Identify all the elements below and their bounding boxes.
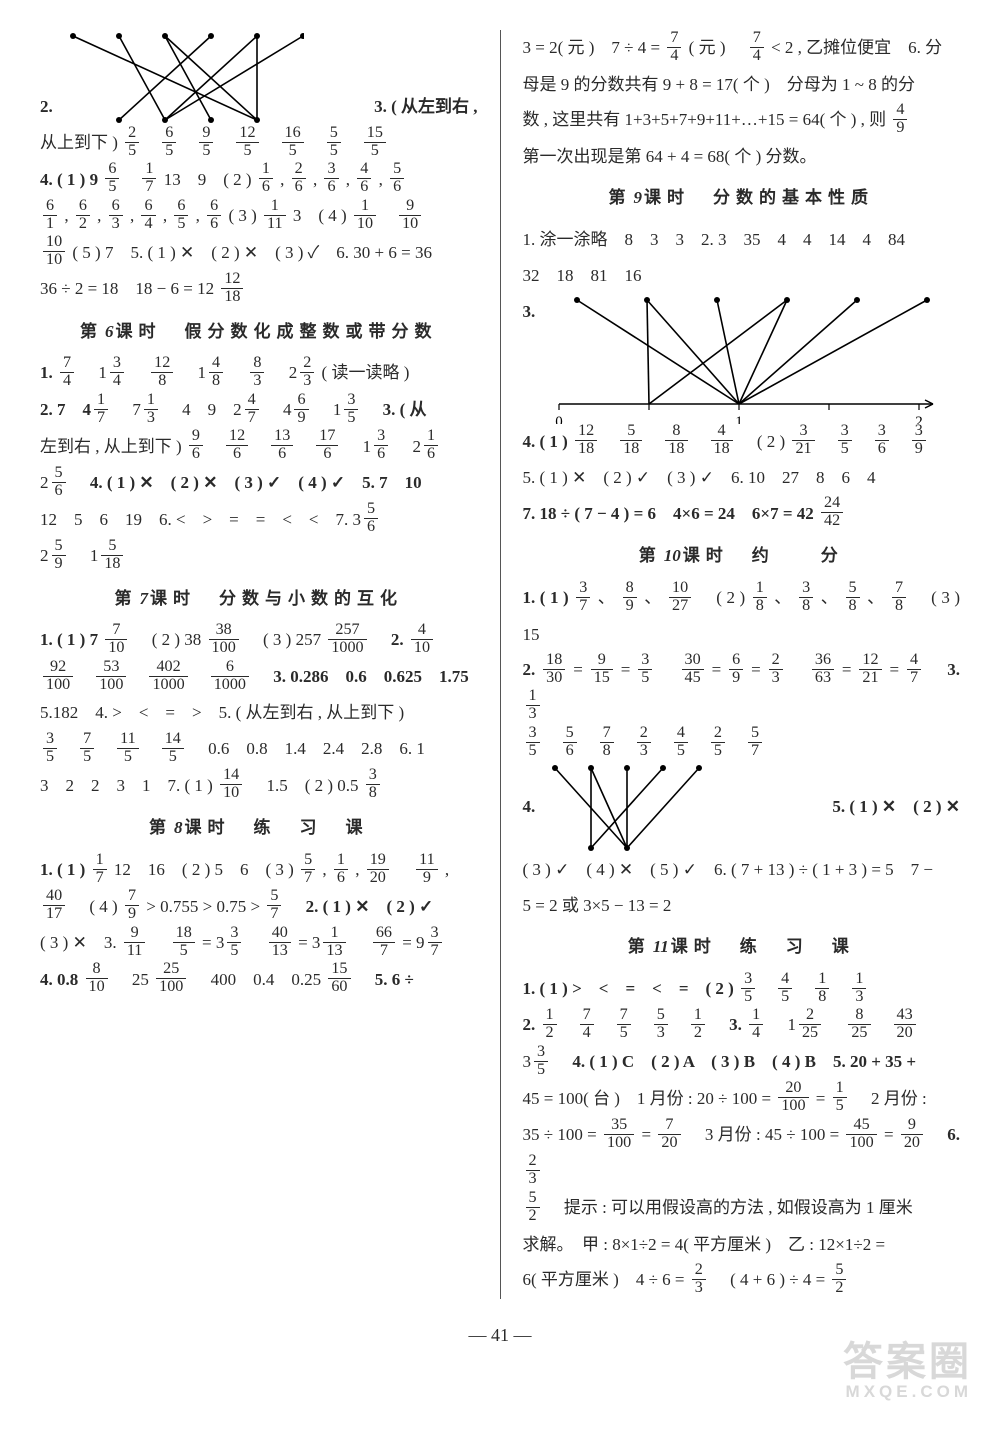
row: 3 2 2 3 1 7. ( 1 ) 1410 1.5 ( 2 ) 0.5 38 xyxy=(40,768,478,805)
row: 左到右 , 从上到下 ) 96 126 136 176 136 216 xyxy=(40,429,478,466)
right-column: 3 = 2( 元 ) 7 ÷ 4 = 74 ( 元 ) 74 < 2 , 乙摊位… xyxy=(523,30,961,1299)
row: 92100 53100 4021000 61000 3. 0.286 0.6 0… xyxy=(40,659,478,696)
section-heading-9: 第9课时 分数的基本性质 xyxy=(523,180,961,216)
page-number: — 41 — xyxy=(40,1317,960,1355)
matching-diagram-10 xyxy=(543,762,703,852)
section-heading-11: 第11课时 练 习 课 xyxy=(523,929,961,965)
answer-label: 2. xyxy=(40,89,53,125)
row: 4. 5. ( 1 ) ✕ ( 2 ) ✕ xyxy=(523,762,961,852)
row: 7. 18 ÷ ( 7 − 4 ) = 6 4×6 = 24 6×7 = 42 … xyxy=(523,496,961,533)
row: 4. 0.8 810 25 25100 400 0.4 0.25 1560 5.… xyxy=(40,962,478,999)
row: 5 = 2 或 3×5 − 13 = 2 xyxy=(523,888,961,924)
row: 1. ( 1 ) 7 710 ( 2 ) 38 38100 ( 3 ) 257 … xyxy=(40,622,478,659)
row: 45 = 100( 台 ) 1 月份 : 20 ÷ 100 = 20100 = … xyxy=(523,1081,961,1118)
row: 4. ( 1 ) 9 65 17 13 9 ( 2 ) 16 , 26 , 36… xyxy=(40,162,478,199)
row: 数 , 这里共有 1+3+5+7+9+11+…+15 = 64( 个 ) , 则… xyxy=(523,102,961,139)
row: 1. ( 1 ) 37 、 89 、 1027 ( 2 ) 18 、 38 、 … xyxy=(523,580,961,652)
row: 1. ( 1 ) > < = < = ( 2 ) 35 45 18 13 xyxy=(523,971,961,1008)
row: 2. 7 417 713 4 9 247 469 135 3. ( 从 xyxy=(40,392,478,429)
row: 35 56 78 23 45 25 57 xyxy=(523,725,961,762)
row: 35 ÷ 100 = 35100 = 720 3 月份 : 45 ÷ 100 =… xyxy=(523,1117,961,1190)
svg-text:1: 1 xyxy=(736,414,744,424)
row: 2. 1830 = 915 = 35 3045 = 69 = 23 3663 =… xyxy=(523,652,961,725)
row: 36 ÷ 2 = 18 18 − 6 = 12 1218 xyxy=(40,271,478,308)
answer-label: 3. ( 从左到右 , xyxy=(374,89,477,125)
row: 3 = 2( 元 ) 7 ÷ 4 = 74 ( 元 ) 74 < 2 , 乙摊位… xyxy=(523,30,961,67)
matching-diagram-9: 012 xyxy=(539,294,939,424)
row: 从上到下 ) 25 65 95 125 165 55 155 xyxy=(40,125,478,162)
section-heading-10: 第10课时 约 分 xyxy=(523,538,961,574)
row: 12 5 6 19 6. < > = = < < 7. 356 xyxy=(40,502,478,539)
row: 35 75 115 145 0.6 0.8 1.4 2.4 2.8 6. 1 xyxy=(40,731,478,768)
fraction-list: 25 65 95 125 165 55 155 xyxy=(122,133,389,152)
column-divider xyxy=(500,30,501,1299)
row: 5. ( 1 ) ✕ ( 2 ) ✓ ( 3 ) ✓ 6. 10 27 8 6 … xyxy=(523,460,961,496)
section-heading-6: 第6课时 假分数化成整数或带分数 xyxy=(40,314,478,350)
row: 259 1518 xyxy=(40,538,478,575)
row: 2. 12 74 75 53 12 3. 14 1225 825 4320 xyxy=(523,1007,961,1044)
row: 335 4. ( 1 ) C ( 2 ) A ( 3 ) B ( 4 ) B 5… xyxy=(523,1044,961,1081)
row: 1. ( 1 ) 17 12 16 ( 2 ) 5 6 ( 3 ) 57 , 1… xyxy=(40,852,478,889)
row: 第一次出现是第 64 + 4 = 68( 个 ) 分数。 xyxy=(523,139,961,175)
left-column: 2. 3. ( 从左到右 , 从上到下 ) 25 65 95 125 165 5… xyxy=(40,30,478,1299)
row: 求解。 甲 : 8×1÷2 = 4( 平方厘米 ) 乙 : 12×1÷2 = xyxy=(523,1227,961,1263)
row: 1. 涂一涂略 8 3 3 2. 3 35 4 4 14 4 84 xyxy=(523,222,961,258)
row: 32 18 81 16 xyxy=(523,258,961,294)
row: 4. ( 1 ) 1218 518 818 418 ( 2 ) 321 35 3… xyxy=(523,424,961,461)
row: 61 , 62 , 63 , 64 , 65 , 66 ( 3 ) 111 3 … xyxy=(40,198,478,235)
section-heading-8: 第8课时 练 习 课 xyxy=(40,810,478,846)
row: 1. 74 134 128 148 83 223 ( 读一读略 ) xyxy=(40,355,478,392)
svg-text:0: 0 xyxy=(556,414,564,424)
row: ( 3 ) ✕ 3. 911 185 = 335 4013 = 3113 667… xyxy=(40,925,478,962)
section-heading-7: 第7课时 分数与小数的互化 xyxy=(40,581,478,617)
row: 母是 9 的分数共有 9 + 8 = 17( 个 ) 分母为 1 ~ 8 的分 xyxy=(523,67,961,103)
row: 4017 ( 4 ) 79 > 0.755 > 0.75 > 57 2. ( 1… xyxy=(40,889,478,926)
row: 6( 平方厘米 ) 4 ÷ 6 = 23 ( 4 + 6 ) ÷ 4 = 52 xyxy=(523,1262,961,1299)
row: 1010 ( 5 ) 7 5. ( 1 ) ✕ ( 2 ) ✕ ( 3 ) ✓ … xyxy=(40,235,478,272)
row: 3. 012 xyxy=(523,294,961,424)
row: 5.182 4. > < = > 5. ( 从左到右 , 从上到下 ) xyxy=(40,695,478,731)
row: 52 提示 : 可以用假设高的方法 , 如假设高为 1 厘米 xyxy=(523,1190,961,1227)
item-2-row: 2. 3. ( 从左到右 , xyxy=(40,30,478,125)
row: ( 3 ) ✓ ( 4 ) ✕ ( 5 ) ✓ 6. ( 7 + 13 ) ÷ … xyxy=(523,852,961,888)
row: 256 4. ( 1 ) ✕ ( 2 ) ✕ ( 3 ) ✓ ( 4 ) ✓ 5… xyxy=(40,465,478,502)
matching-diagram-2 xyxy=(59,30,304,125)
